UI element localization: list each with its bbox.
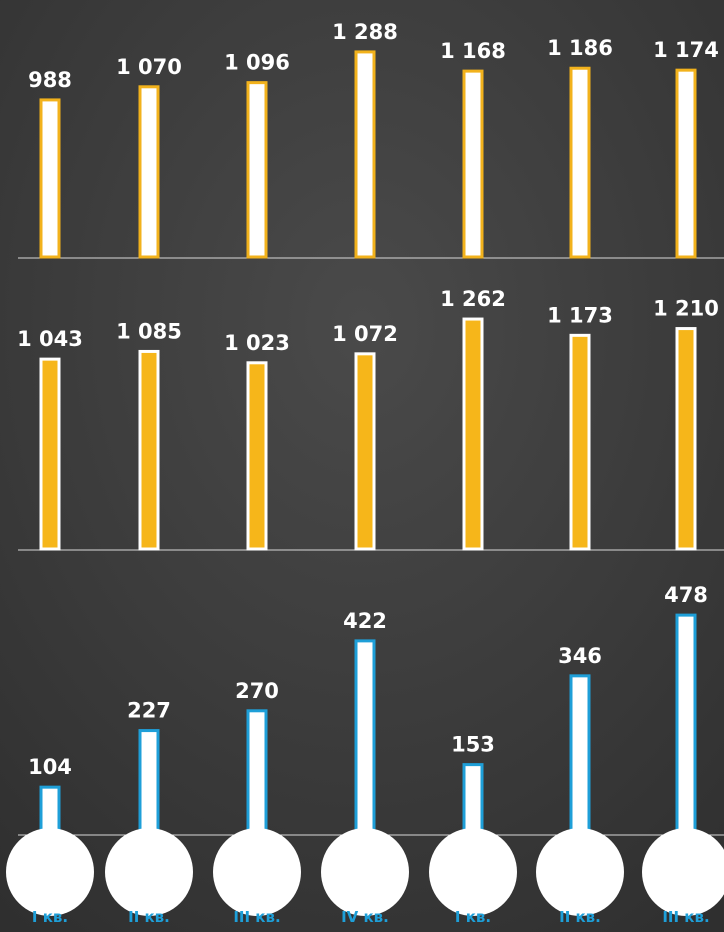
value-label: 1 168 <box>440 39 506 63</box>
category-badge <box>213 828 301 916</box>
value-label: 422 <box>343 609 387 633</box>
bar <box>675 68 697 259</box>
category-badge <box>642 828 724 916</box>
value-label: 1 262 <box>440 287 506 311</box>
bar <box>138 349 160 551</box>
bar <box>462 763 484 836</box>
value-label: 1 070 <box>116 55 182 79</box>
category-badge <box>321 828 409 916</box>
bar <box>354 639 376 836</box>
value-label: 227 <box>127 699 171 723</box>
bar <box>138 729 160 836</box>
value-label: 104 <box>28 755 72 779</box>
bar <box>138 85 160 259</box>
value-label: 1 288 <box>332 20 398 44</box>
bar <box>675 327 697 551</box>
bar <box>354 50 376 259</box>
bar <box>462 69 484 259</box>
value-label: 270 <box>235 679 279 703</box>
x-tick-label: IV кв. <box>341 908 389 926</box>
value-label: 1 043 <box>17 327 83 351</box>
value-label: 478 <box>664 583 708 607</box>
value-label: 1 210 <box>653 297 719 321</box>
x-tick-label: I кв. <box>32 908 68 926</box>
bar <box>39 785 61 836</box>
bar <box>675 613 697 836</box>
value-label: 1 085 <box>116 319 182 343</box>
x-tick-label: III кв. <box>662 908 709 926</box>
category-badge <box>6 828 94 916</box>
bar <box>569 333 591 551</box>
category-badge <box>105 828 193 916</box>
value-label: 1 072 <box>332 322 398 346</box>
bar <box>246 709 268 836</box>
value-label: 1 096 <box>224 51 290 75</box>
x-tick-label: I кв. <box>455 908 491 926</box>
bar <box>39 98 61 259</box>
value-label: 346 <box>558 644 602 668</box>
bar <box>246 81 268 259</box>
value-label: 1 023 <box>224 331 290 355</box>
bar <box>354 352 376 551</box>
x-tick-label: II кв. <box>128 908 170 926</box>
value-label: 988 <box>28 68 72 92</box>
category-badge <box>429 828 517 916</box>
value-label: 1 173 <box>547 303 613 327</box>
bar <box>569 674 591 836</box>
bar <box>39 357 61 551</box>
bar <box>462 317 484 551</box>
bar <box>246 361 268 551</box>
x-tick-label: III кв. <box>233 908 280 926</box>
value-label: 1 186 <box>547 36 613 60</box>
value-label: 1 174 <box>653 38 719 62</box>
value-label: 153 <box>451 733 495 757</box>
x-tick-label: II кв. <box>559 908 601 926</box>
bar <box>569 66 591 259</box>
category-badge <box>536 828 624 916</box>
